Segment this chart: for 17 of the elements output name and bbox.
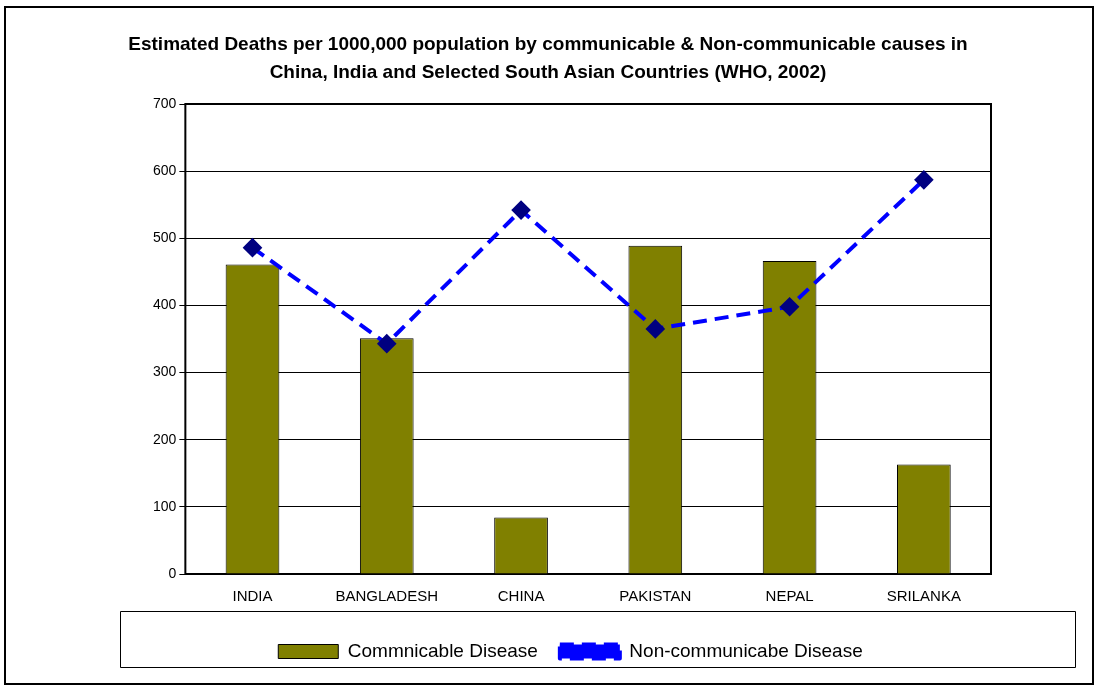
y-tick-label: 100 [153, 497, 177, 514]
x-tick-label: NEPAL [765, 587, 814, 605]
y-tick-label: 0 [168, 564, 177, 581]
x-tick-label: PAKISTAN [619, 587, 692, 605]
legend-label: Non-communicabe Disease [629, 639, 863, 661]
y-tick-label: 600 [153, 162, 177, 178]
legend-label: Commnicable Disease [347, 639, 538, 661]
y-tick-label: 700 [153, 94, 177, 111]
y-tick-label: 500 [153, 229, 177, 246]
y-tick-label: 200 [153, 430, 177, 447]
y-tick-label: 300 [153, 363, 177, 380]
chart-title: Estimated Deaths per 1000,000 population by communicable & Non-communicable causes in China, India and Selected South Asian Countries (WHO, 2002) [127, 32, 969, 84]
x-tick-label: CHINA [497, 587, 545, 605]
x-tick-label: BANGLADESH [335, 587, 439, 605]
x-tick-label: INDIA [232, 587, 273, 605]
y-tick-label: 400 [153, 296, 177, 313]
x-tick-label: SRILANKA [886, 587, 961, 605]
